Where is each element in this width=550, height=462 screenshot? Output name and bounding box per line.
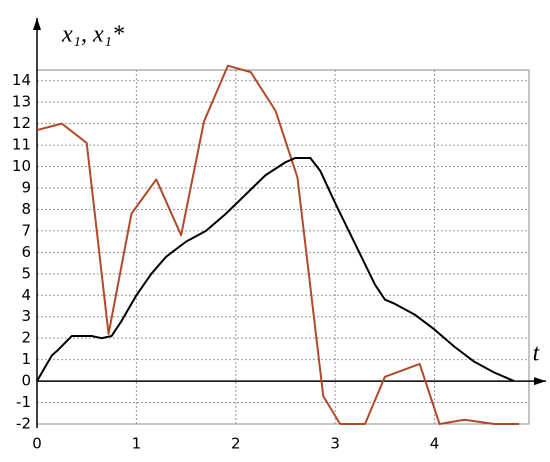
y-tick-label: -1 bbox=[16, 393, 31, 411]
data-line bbox=[36, 64, 520, 425]
y-tick-label: -2 bbox=[16, 415, 31, 433]
x-tick-label: 1 bbox=[132, 435, 142, 453]
y-tick-label: 10 bbox=[12, 157, 31, 175]
plot-frame bbox=[36, 69, 530, 425]
y-tick-label: 14 bbox=[12, 71, 31, 89]
data-line bbox=[36, 156, 515, 383]
x-axis-arrow bbox=[534, 377, 546, 386]
y-axis-arrow bbox=[33, 18, 41, 30]
y-tick-label: 12 bbox=[12, 114, 31, 132]
y-axis-label: x₁, x₁* bbox=[61, 22, 124, 48]
y-tick-label: 1 bbox=[21, 350, 31, 368]
y-tick-label: 3 bbox=[21, 307, 31, 325]
y-tick-label: 0 bbox=[21, 372, 31, 390]
x-tick-label: 2 bbox=[231, 435, 241, 453]
x-tick-label: 4 bbox=[430, 435, 440, 453]
y-tick-label: 13 bbox=[12, 93, 31, 111]
y-tick-label: 5 bbox=[21, 264, 31, 282]
x-axis-label: t bbox=[533, 341, 541, 367]
x-tick-label: 0 bbox=[32, 435, 42, 453]
y-tick-label: 4 bbox=[21, 286, 31, 304]
y-tick-label: 9 bbox=[21, 179, 31, 197]
y-tick-label: 11 bbox=[12, 136, 31, 154]
y-tick-label: 2 bbox=[21, 329, 31, 347]
y-tick-label: 7 bbox=[21, 221, 31, 239]
y-tick-label: 8 bbox=[21, 200, 31, 218]
x-tick-label: 3 bbox=[330, 435, 340, 453]
y-tick-label: 6 bbox=[21, 243, 31, 261]
